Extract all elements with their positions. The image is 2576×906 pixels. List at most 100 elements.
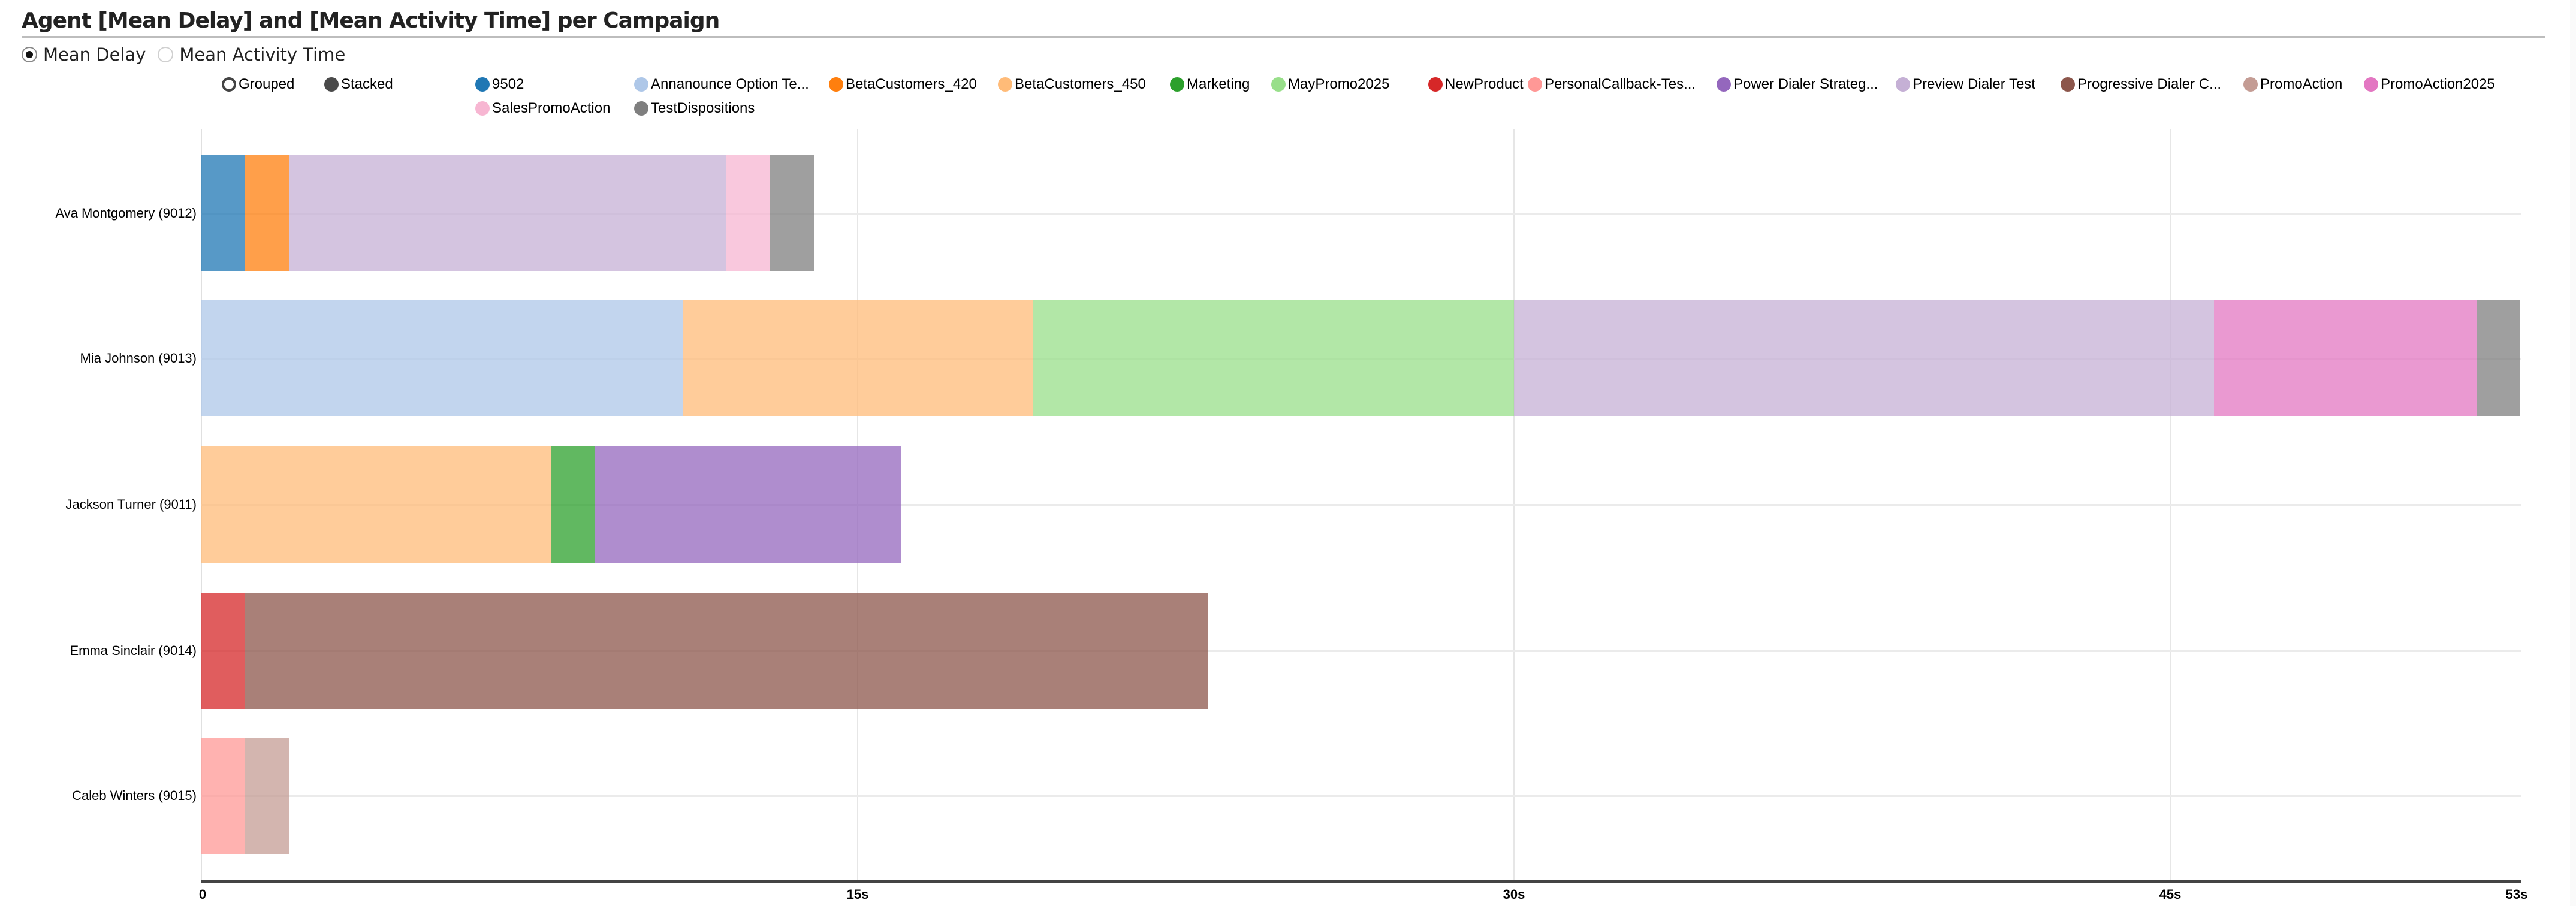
legend-circle-icon <box>634 77 648 92</box>
x-tick-label: 0 <box>198 887 207 902</box>
y-axis-label: Caleb Winters (9015) <box>72 788 197 803</box>
bar-segment[interactable] <box>201 593 245 709</box>
legend-item[interactable]: Progressive Dialer C... <box>2061 76 2221 93</box>
y-axis-label: Jackson Turner (9011) <box>65 497 197 512</box>
legend-circle-icon <box>1170 77 1184 92</box>
stacked-bar <box>201 593 1208 709</box>
legend-item[interactable]: PersonalCallback-Tes... <box>1528 76 1696 93</box>
bar-segment[interactable] <box>245 155 289 271</box>
x-axis-line <box>201 880 2521 883</box>
mode-grouped[interactable]: Grouped <box>222 76 294 93</box>
legend-circle-icon <box>1717 77 1731 92</box>
legend-item[interactable]: 9502 <box>475 76 524 93</box>
legend-circle-icon <box>1896 77 1910 92</box>
legend-circle-icon <box>829 77 843 92</box>
legend-label: TestDispositions <box>651 100 755 116</box>
legend-circle-icon <box>2364 77 2378 92</box>
bar-segment[interactable] <box>201 300 683 416</box>
legend-item[interactable]: MayPromo2025 <box>1271 76 1389 93</box>
legend-circle-icon <box>1271 77 1286 92</box>
bar-segment[interactable] <box>770 155 814 271</box>
x-tick-label: 30s <box>1503 887 1525 902</box>
bar-segment[interactable] <box>683 300 1033 416</box>
stacked-bar <box>201 155 814 271</box>
mode-stacked[interactable]: Stacked <box>324 76 393 93</box>
legend-label: PersonalCallback-Tes... <box>1545 76 1696 92</box>
y-axis-label: Emma Sinclair (9014) <box>70 643 197 658</box>
title-underline <box>22 36 2545 38</box>
chart-title: Agent [Mean Delay] and [Mean Activity Ti… <box>22 8 720 33</box>
legend-item[interactable]: NewProduct <box>1428 76 1524 93</box>
legend-item[interactable]: Power Dialer Strateg... <box>1717 76 1878 93</box>
legend-circle-icon <box>998 77 1012 92</box>
legend-label: Annanounce Option Te... <box>651 76 809 92</box>
legend-circle-icon <box>1528 77 1542 92</box>
legend-item[interactable]: PromoAction2025 <box>2364 76 2495 93</box>
bar-segment[interactable] <box>726 155 770 271</box>
scrollbar-track[interactable] <box>2570 0 2576 906</box>
legend-label: BetaCustomers_450 <box>1015 76 1146 92</box>
x-tick-label: 53s <box>2505 887 2528 902</box>
legend-item[interactable]: Annanounce Option Te... <box>634 76 809 93</box>
radio-checked-icon[interactable] <box>22 47 37 62</box>
legend-item[interactable]: BetaCustomers_450 <box>998 76 1146 93</box>
y-gridline <box>201 213 2521 215</box>
x-tick-label: 15s <box>846 887 869 902</box>
stacked-bar <box>201 300 2520 416</box>
bar-segment[interactable] <box>1514 300 2214 416</box>
legend-label: Preview Dialer Test <box>1913 76 2035 92</box>
y-gridline <box>201 504 2521 506</box>
bar-segment[interactable] <box>2477 300 2520 416</box>
mode-label: Stacked <box>341 76 393 92</box>
legend-circle-icon <box>634 101 648 116</box>
y-axis-label: Ava Montgomery (9012) <box>55 206 197 221</box>
bar-segment[interactable] <box>595 446 901 563</box>
legend-item[interactable]: BetaCustomers_420 <box>829 76 977 93</box>
legend-label: Marketing <box>1187 76 1250 92</box>
legend-label: Power Dialer Strateg... <box>1733 76 1878 92</box>
bar-segment[interactable] <box>201 155 245 271</box>
bar-segment[interactable] <box>201 738 245 854</box>
bar-segment[interactable] <box>201 446 551 563</box>
bar-segment[interactable] <box>551 446 595 563</box>
legend-label: 9502 <box>492 76 524 92</box>
stacked-bar <box>201 738 289 854</box>
bar-segment[interactable] <box>245 738 289 854</box>
bar-segment[interactable] <box>1033 300 1514 416</box>
bar-segment[interactable] <box>245 593 1208 709</box>
legend-label: BetaCustomers_420 <box>846 76 977 92</box>
filled-circle-icon <box>324 77 339 92</box>
legend-label: MayPromo2025 <box>1288 76 1390 92</box>
radio-label: Mean Delay <box>43 44 146 65</box>
bar-segment[interactable] <box>289 155 726 271</box>
radio-mean-delay[interactable]: Mean Delay <box>22 44 146 65</box>
radio-label: Mean Activity Time <box>179 44 346 65</box>
radio-unchecked-icon[interactable] <box>158 47 174 62</box>
y-gridline <box>201 795 2521 797</box>
legend-label: NewProduct <box>1445 76 1524 92</box>
legend-item[interactable]: PromoAction <box>2243 76 2342 93</box>
metric-toggle: Mean Delay Mean Activity Time <box>22 44 345 65</box>
legend-label: SalesPromoAction <box>492 100 611 116</box>
legend-label: PromoAction2025 <box>2381 76 2495 92</box>
legend-label: Progressive Dialer C... <box>2077 76 2222 92</box>
mode-label: Grouped <box>239 76 295 92</box>
legend-circle-icon <box>475 101 490 116</box>
stacked-bar <box>201 446 901 563</box>
legend-circle-icon <box>2061 77 2075 92</box>
legend-item[interactable]: Marketing <box>1170 76 1250 93</box>
y-gridline <box>201 650 2521 652</box>
radio-mean-activity-time[interactable]: Mean Activity Time <box>158 44 345 65</box>
x-tick-label: 45s <box>2159 887 2182 902</box>
legend-label: PromoAction <box>2260 76 2343 92</box>
legend-circle-icon <box>1428 77 1443 92</box>
bar-segment[interactable] <box>2214 300 2477 416</box>
legend-circle-icon <box>475 77 490 92</box>
hollow-circle-icon <box>222 77 236 92</box>
legend-item[interactable]: SalesPromoAction <box>475 100 610 117</box>
legend-circle-icon <box>2243 77 2258 92</box>
legend-item[interactable]: TestDispositions <box>634 100 755 117</box>
legend-item[interactable]: Preview Dialer Test <box>1896 76 2035 93</box>
y-axis-label: Mia Johnson (9013) <box>80 351 197 366</box>
